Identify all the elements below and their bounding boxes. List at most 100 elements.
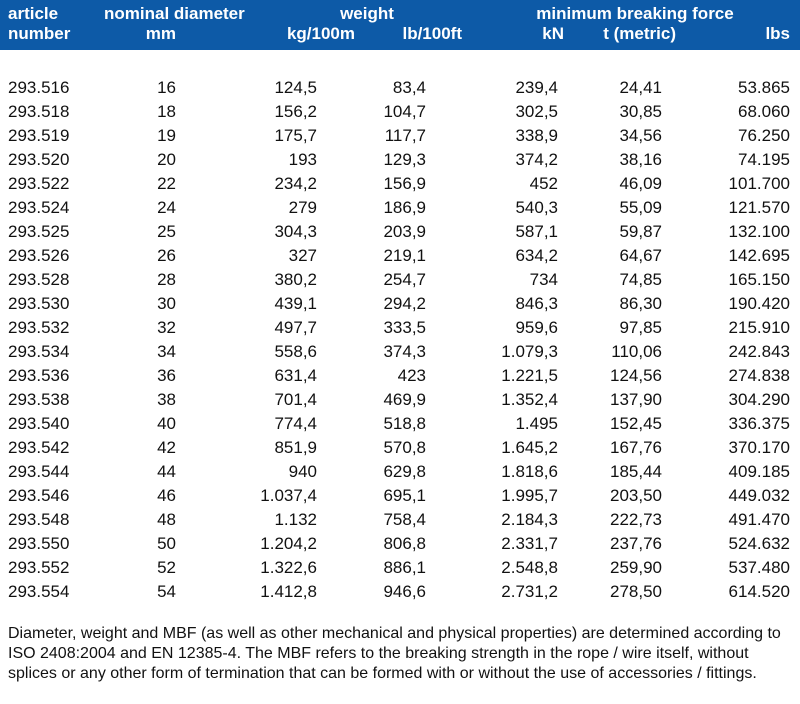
cell-t: 237,76	[580, 532, 680, 556]
cell-padding	[176, 556, 254, 580]
cell-lbs: 242.843	[680, 340, 790, 364]
cell-kn: 2.331,7	[480, 532, 580, 556]
cell-padding	[176, 268, 254, 292]
cell-kg: 1.204,2	[254, 532, 355, 556]
cell-lb: 758,4	[355, 508, 480, 532]
cell-lb: 156,9	[355, 172, 480, 196]
cell-diameter: 30	[104, 292, 176, 316]
cell-padding	[176, 580, 254, 604]
cell-diameter: 50	[104, 532, 176, 556]
cell-diameter: 48	[104, 508, 176, 532]
cell-t: 259,90	[580, 556, 680, 580]
cell-kn: 1.352,4	[480, 388, 580, 412]
cell-kg: 1.412,8	[254, 580, 355, 604]
cell-diameter: 28	[104, 268, 176, 292]
header-weight-kg: kg/100m	[254, 24, 367, 44]
cell-kn: 2.548,8	[480, 556, 580, 580]
cell-padding	[176, 172, 254, 196]
table-row: 293.51818156,2104,7302,530,8568.060	[8, 100, 792, 124]
table-row: 293.550501.204,2806,82.331,7237,76524.63…	[8, 532, 792, 556]
cell-padding	[176, 484, 254, 508]
table-row: 293.53232497,7333,5959,697,85215.910	[8, 316, 792, 340]
cell-kn: 1.818,6	[480, 460, 580, 484]
cell-diameter: 26	[104, 244, 176, 268]
header-mbf-kn: kN	[480, 24, 580, 44]
cell-t: 64,67	[580, 244, 680, 268]
cell-diameter: 38	[104, 388, 176, 412]
table-row: 293.548481.132758,42.184,3222,73491.470	[8, 508, 792, 532]
table-row: 293.51919175,7117,7338,934,5676.250	[8, 124, 792, 148]
cell-kn: 1.995,7	[480, 484, 580, 508]
cell-lbs: 53.865	[680, 76, 790, 100]
cell-article: 293.525	[8, 220, 104, 244]
cell-kn: 374,2	[480, 148, 580, 172]
cell-article: 293.544	[8, 460, 104, 484]
header-article-bot: number	[8, 24, 104, 44]
table-row: 293.53434558,6374,31.079,3110,06242.843	[8, 340, 792, 364]
cell-article: 293.554	[8, 580, 104, 604]
specs-table: article nominal diameter weight minimum …	[0, 0, 800, 694]
cell-lbs: 409.185	[680, 460, 790, 484]
cell-lbs: 614.520	[680, 580, 790, 604]
cell-article: 293.552	[8, 556, 104, 580]
cell-article: 293.520	[8, 148, 104, 172]
cell-kg: 193	[254, 148, 355, 172]
cell-kg: 1.037,4	[254, 484, 355, 508]
table-row: 293.52020193129,3374,238,1674.195	[8, 148, 792, 172]
table-row: 293.52626327219,1634,264,67142.695	[8, 244, 792, 268]
cell-article: 293.519	[8, 124, 104, 148]
cell-padding	[176, 388, 254, 412]
cell-padding	[176, 340, 254, 364]
cell-article: 293.522	[8, 172, 104, 196]
cell-lbs: 524.632	[680, 532, 790, 556]
cell-lb: 333,5	[355, 316, 480, 340]
cell-lb: 469,9	[355, 388, 480, 412]
cell-article: 293.550	[8, 532, 104, 556]
cell-padding	[176, 532, 254, 556]
cell-article: 293.526	[8, 244, 104, 268]
cell-kg: 1.132	[254, 508, 355, 532]
header-mbf-t: t (metric)	[580, 24, 680, 44]
cell-diameter: 19	[104, 124, 176, 148]
cell-lb: 254,7	[355, 268, 480, 292]
header-weight-lb: lb/100ft	[367, 24, 480, 44]
cell-lbs: 215.910	[680, 316, 790, 340]
cell-kg: 497,7	[254, 316, 355, 340]
cell-lbs: 76.250	[680, 124, 790, 148]
cell-diameter: 46	[104, 484, 176, 508]
cell-kg: 774,4	[254, 412, 355, 436]
cell-lb: 83,4	[355, 76, 480, 100]
cell-kg: 851,9	[254, 436, 355, 460]
header-weight-top: weight	[254, 4, 480, 24]
cell-lbs: 142.695	[680, 244, 790, 268]
cell-padding	[176, 292, 254, 316]
table-row: 293.51616124,583,4239,424,4153.865	[8, 76, 792, 100]
cell-padding	[176, 76, 254, 100]
cell-kn: 959,6	[480, 316, 580, 340]
cell-article: 293.524	[8, 196, 104, 220]
header-mbf-top: minimum breaking force	[480, 4, 790, 24]
cell-padding	[176, 436, 254, 460]
cell-lb: 423	[355, 364, 480, 388]
cell-t: 110,06	[580, 340, 680, 364]
cell-lbs: 304.290	[680, 388, 790, 412]
cell-kn: 1.495	[480, 412, 580, 436]
cell-lb: 117,7	[355, 124, 480, 148]
cell-lb: 104,7	[355, 100, 480, 124]
cell-lbs: 491.470	[680, 508, 790, 532]
cell-lb: 203,9	[355, 220, 480, 244]
header-article-top: article	[8, 4, 104, 24]
cell-t: 74,85	[580, 268, 680, 292]
cell-lbs: 190.420	[680, 292, 790, 316]
cell-article: 293.530	[8, 292, 104, 316]
cell-lbs: 74.195	[680, 148, 790, 172]
cell-padding	[176, 460, 254, 484]
cell-kg: 701,4	[254, 388, 355, 412]
cell-kn: 338,9	[480, 124, 580, 148]
cell-diameter: 36	[104, 364, 176, 388]
cell-article: 293.542	[8, 436, 104, 460]
table-row: 293.53838701,4469,91.352,4137,90304.290	[8, 388, 792, 412]
cell-article: 293.546	[8, 484, 104, 508]
cell-kg: 156,2	[254, 100, 355, 124]
cell-padding	[176, 316, 254, 340]
